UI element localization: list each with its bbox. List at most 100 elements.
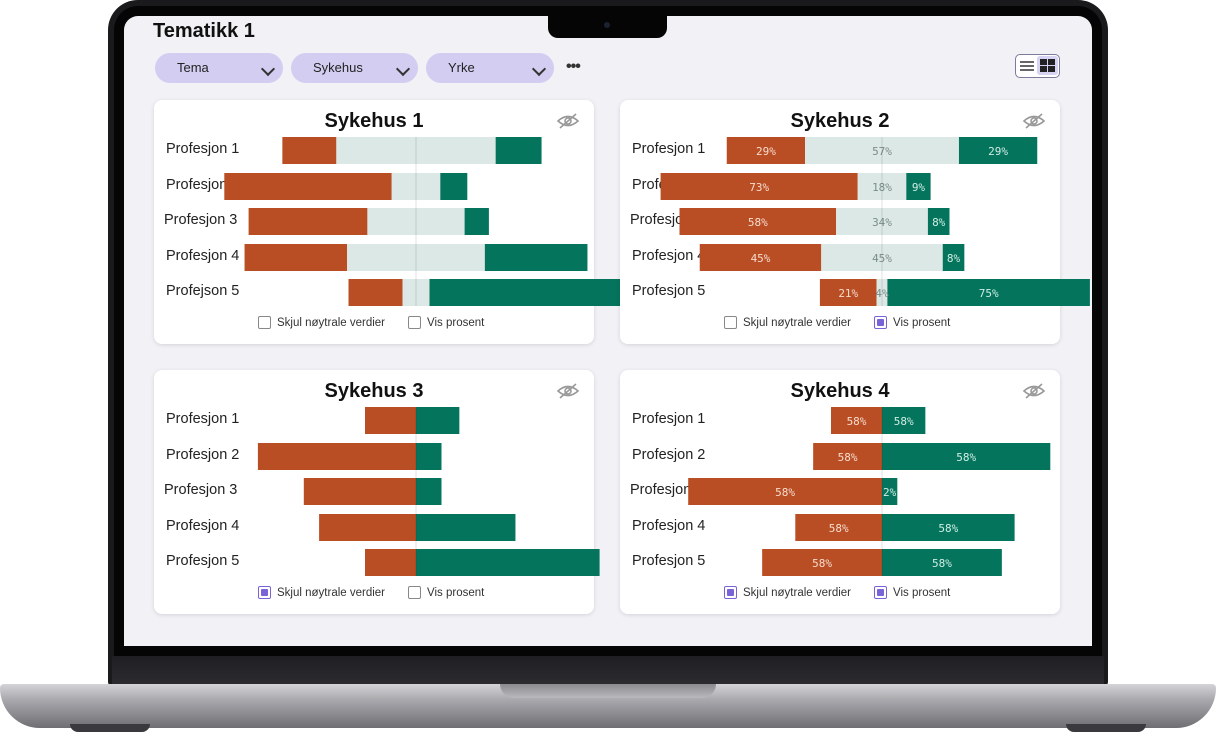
hide-neutral-checkbox[interactable]: Skjul nøytrale verdier bbox=[724, 586, 851, 599]
positive-bar bbox=[440, 173, 468, 200]
negative-bar bbox=[303, 478, 416, 505]
hide-neutral-checkbox[interactable]: Skjul nøytrale verdier bbox=[258, 316, 385, 329]
positive-value-label: 2% bbox=[883, 486, 897, 499]
neutral-bar bbox=[367, 208, 465, 235]
neutral-value-label: 4% bbox=[875, 287, 889, 300]
positive-bar bbox=[416, 549, 600, 576]
negative-value-label: 29% bbox=[756, 145, 776, 158]
filter-label: Yrke bbox=[448, 60, 475, 75]
card-title: Sykehus 2 bbox=[790, 110, 890, 132]
neutral-bar bbox=[347, 244, 485, 271]
list-view-icon[interactable] bbox=[1020, 59, 1034, 73]
row-label: Profesjon 4 bbox=[166, 248, 240, 264]
checkbox-box[interactable] bbox=[724, 316, 737, 329]
row-label: Profesjon 1 bbox=[632, 411, 706, 427]
neutral-bar bbox=[821, 244, 943, 271]
positive-bar bbox=[416, 478, 442, 505]
negative-bar bbox=[319, 514, 416, 541]
checkbox-box[interactable] bbox=[408, 586, 421, 599]
checkbox-box[interactable] bbox=[874, 316, 887, 329]
laptop-foot-right bbox=[1066, 724, 1146, 732]
neutral-bar bbox=[805, 137, 959, 164]
more-options-icon[interactable]: ••• bbox=[566, 58, 581, 75]
positive-value-label: 9% bbox=[912, 181, 926, 194]
filter-yrke[interactable]: Yrke bbox=[426, 53, 554, 83]
app-screen: Tematikk 1 Tema Sykehus Yrke ••• Sykehus… bbox=[124, 16, 1092, 646]
checkbox-box[interactable] bbox=[408, 316, 421, 329]
filter-label: Tema bbox=[177, 60, 209, 75]
row-label: Profesjon 3 bbox=[164, 482, 238, 498]
checkbox-box[interactable] bbox=[874, 586, 887, 599]
hide-neutral-checkbox[interactable]: Skjul nøytrale verdier bbox=[724, 316, 851, 329]
neutral-bar bbox=[876, 279, 888, 306]
chevron-down-icon bbox=[395, 61, 411, 77]
negative-bar bbox=[224, 173, 392, 200]
positive-bar bbox=[416, 443, 442, 470]
hide-neutral-checkbox[interactable]: Skjul nøytrale verdier bbox=[258, 586, 385, 599]
checkbox-label: Skjul nøytrale verdier bbox=[743, 586, 852, 599]
row-label: Profejson 5 bbox=[166, 283, 240, 299]
row-label: Profesjon 1 bbox=[166, 141, 240, 157]
neutral-value-label: 57% bbox=[872, 145, 892, 158]
camera-icon bbox=[604, 22, 610, 28]
card-title: Sykehus 3 bbox=[324, 380, 424, 402]
positive-bar bbox=[882, 407, 926, 434]
negative-bar bbox=[365, 549, 416, 576]
grid-view-icon[interactable] bbox=[1037, 56, 1058, 75]
filter-sykehus[interactable]: Sykehus bbox=[291, 53, 418, 83]
positive-bar bbox=[927, 208, 950, 235]
positive-bar bbox=[882, 549, 1002, 576]
checkbox-box[interactable] bbox=[724, 586, 737, 599]
show-percent-checkbox[interactable]: Vis prosent bbox=[408, 586, 484, 599]
neutral-value-label: 45% bbox=[872, 252, 892, 265]
positive-value-label: 8% bbox=[932, 216, 946, 229]
negative-bar bbox=[365, 407, 416, 434]
positive-bar bbox=[464, 208, 489, 235]
checkbox-label: Vis prosent bbox=[893, 316, 951, 329]
view-toggle[interactable] bbox=[1015, 54, 1060, 78]
negative-bar bbox=[248, 208, 368, 235]
positive-bar bbox=[942, 244, 965, 271]
negative-value-label: 73% bbox=[749, 181, 769, 194]
row-label: Profesjon 5 bbox=[166, 553, 240, 569]
negative-bar bbox=[699, 244, 822, 271]
positive-bar bbox=[906, 173, 931, 200]
negative-value-label: 58% bbox=[812, 557, 832, 570]
filter-tema[interactable]: Tema bbox=[155, 53, 283, 83]
neutral-bar bbox=[402, 279, 430, 306]
neutral-value-label: 34% bbox=[872, 216, 892, 229]
hide-eye-icon[interactable] bbox=[556, 112, 580, 130]
positive-value-label: 58% bbox=[932, 557, 952, 570]
row-label: Profesjon 4 bbox=[166, 518, 240, 534]
negative-value-label: 58% bbox=[847, 415, 867, 428]
checkbox-label: Vis prosent bbox=[427, 586, 485, 599]
row-label: Profesjon 2 bbox=[166, 177, 240, 193]
row-label: Profesjon 4 bbox=[632, 518, 706, 534]
positive-value-label: 58% bbox=[894, 415, 914, 428]
checkbox-box[interactable] bbox=[258, 586, 271, 599]
negative-bar bbox=[257, 443, 416, 470]
negative-bar bbox=[726, 137, 806, 164]
neutral-bar bbox=[836, 208, 928, 235]
hide-eye-icon[interactable] bbox=[1022, 382, 1046, 400]
checkbox-box[interactable] bbox=[258, 316, 271, 329]
positive-bar bbox=[416, 407, 460, 434]
show-percent-checkbox[interactable]: Vis prosent bbox=[874, 316, 950, 329]
hide-eye-icon[interactable] bbox=[556, 382, 580, 400]
checkbox-label: Skjul nøytrale verdier bbox=[277, 316, 386, 329]
show-percent-checkbox[interactable]: Vis prosent bbox=[408, 316, 484, 329]
positive-value-label: 8% bbox=[947, 252, 961, 265]
positive-bar bbox=[882, 514, 1015, 541]
show-percent-checkbox[interactable]: Vis prosent bbox=[874, 586, 950, 599]
checkbox-label: Vis prosent bbox=[427, 316, 485, 329]
negative-bar bbox=[282, 137, 337, 164]
screen-chin bbox=[112, 656, 1104, 684]
diverging-bar-chart bbox=[257, 407, 600, 576]
negative-bar bbox=[348, 279, 403, 306]
card-title: Sykehus 1 bbox=[324, 110, 424, 132]
positive-bar bbox=[958, 137, 1038, 164]
positive-bar bbox=[416, 514, 516, 541]
negative-bar bbox=[795, 514, 882, 541]
hide-eye-icon[interactable] bbox=[1022, 112, 1046, 130]
